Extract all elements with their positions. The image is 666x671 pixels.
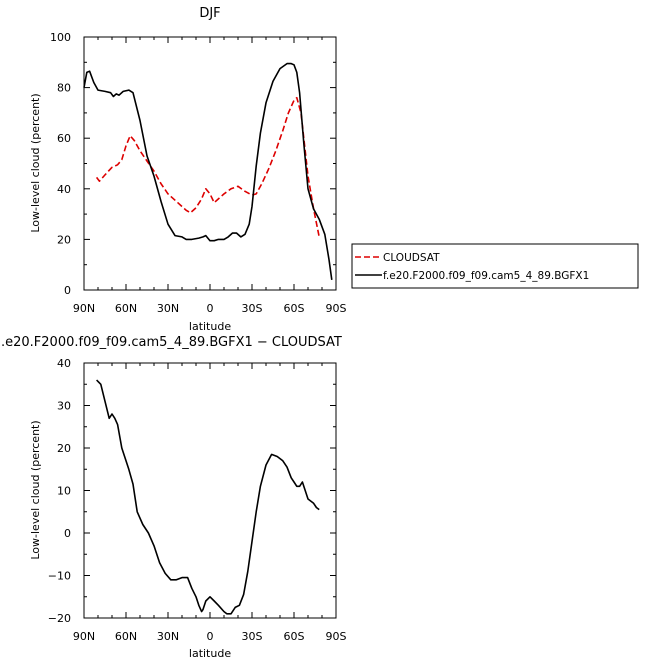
legend-label-model: f.e20.F2000.f09_f09.cam5_4_89.BGFX1: [383, 270, 589, 282]
top-panel-title: DJF: [199, 6, 220, 21]
top-series-line-1: [95, 96, 320, 238]
bottom-y-tick-label: 0: [64, 527, 71, 540]
top-y-axis: 0 20 40 60 80 100: [50, 31, 336, 297]
top-y-tick-label: 60: [57, 132, 71, 145]
top-x-tick-label: 30N: [157, 302, 179, 315]
top-x-tick-label: 60N: [115, 302, 137, 315]
bottom-x-axis-title: latitude: [189, 647, 231, 660]
bottom-y-tick-label: −20: [48, 612, 71, 625]
bottom-y-tick-label: 10: [57, 485, 71, 498]
bottom-x-axis: 90N 60N 30N 0 30S 60S 90S: [73, 363, 347, 643]
bottom-y-axis-title: Low-level cloud (percent): [29, 420, 42, 559]
bottom-x-tick-label: 90S: [326, 630, 347, 643]
legend: CLOUDSAT f.e20.F2000.f09_f09.cam5_4_89.B…: [351, 243, 639, 289]
bottom-y-tick-label: 40: [57, 357, 71, 370]
top-series-group: [83, 62, 333, 281]
bottom-series-line-1: [96, 379, 320, 615]
bottom-y-tick-label: −10: [48, 570, 71, 583]
top-x-tick-label: 90N: [73, 302, 95, 315]
top-y-tick-label: 100: [50, 31, 71, 44]
bottom-x-tick-label: 0: [207, 630, 214, 643]
top-y-tick-label: 20: [57, 233, 71, 246]
top-y-axis-title: Low-level cloud (percent): [29, 93, 42, 232]
bottom-x-tick-label: 60N: [115, 630, 137, 643]
bottom-series-group: [96, 379, 320, 615]
bottom-plot-frame: [83, 362, 337, 619]
top-x-axis: 90N 60N 30N 0 30S 60S 90S: [73, 37, 347, 315]
top-x-tick-label: 90S: [326, 302, 347, 315]
top-series-line-2: [83, 62, 333, 281]
bottom-x-tick-label: 90N: [73, 630, 95, 643]
top-y-tick-label: 0: [64, 284, 71, 297]
top-x-tick-label: 0: [207, 302, 214, 315]
top-panel: DJF 90N 60N 30N 0 30S 60S 90S 0 20 40 60 80 100 lat…: [29, 6, 347, 333]
bottom-y-axis: −20 −10 0 10 20 30 40: [48, 357, 336, 625]
legend-label-cloudsat: CLOUDSAT: [383, 252, 440, 264]
top-plot-frame: [83, 36, 337, 291]
top-x-axis-title: latitude: [189, 320, 231, 333]
bottom-y-tick-label: 30: [57, 400, 71, 413]
bottom-panel-title: .e20.F2000.f09_f09.cam5_4_89.BGFX1 − CLO…: [1, 335, 342, 350]
bottom-x-tick-label: 30S: [242, 630, 263, 643]
bottom-x-tick-label: 60S: [284, 630, 305, 643]
top-x-tick-label: 60S: [284, 302, 305, 315]
bottom-x-tick-label: 30N: [157, 630, 179, 643]
top-x-tick-label: 30S: [242, 302, 263, 315]
top-y-tick-label: 80: [57, 82, 71, 95]
bottom-y-tick-label: 20: [57, 442, 71, 455]
top-y-tick-label: 40: [57, 183, 71, 196]
legend-box: [351, 243, 639, 289]
bottom-panel: .e20.F2000.f09_f09.cam5_4_89.BGFX1 − CLO…: [1, 335, 347, 660]
